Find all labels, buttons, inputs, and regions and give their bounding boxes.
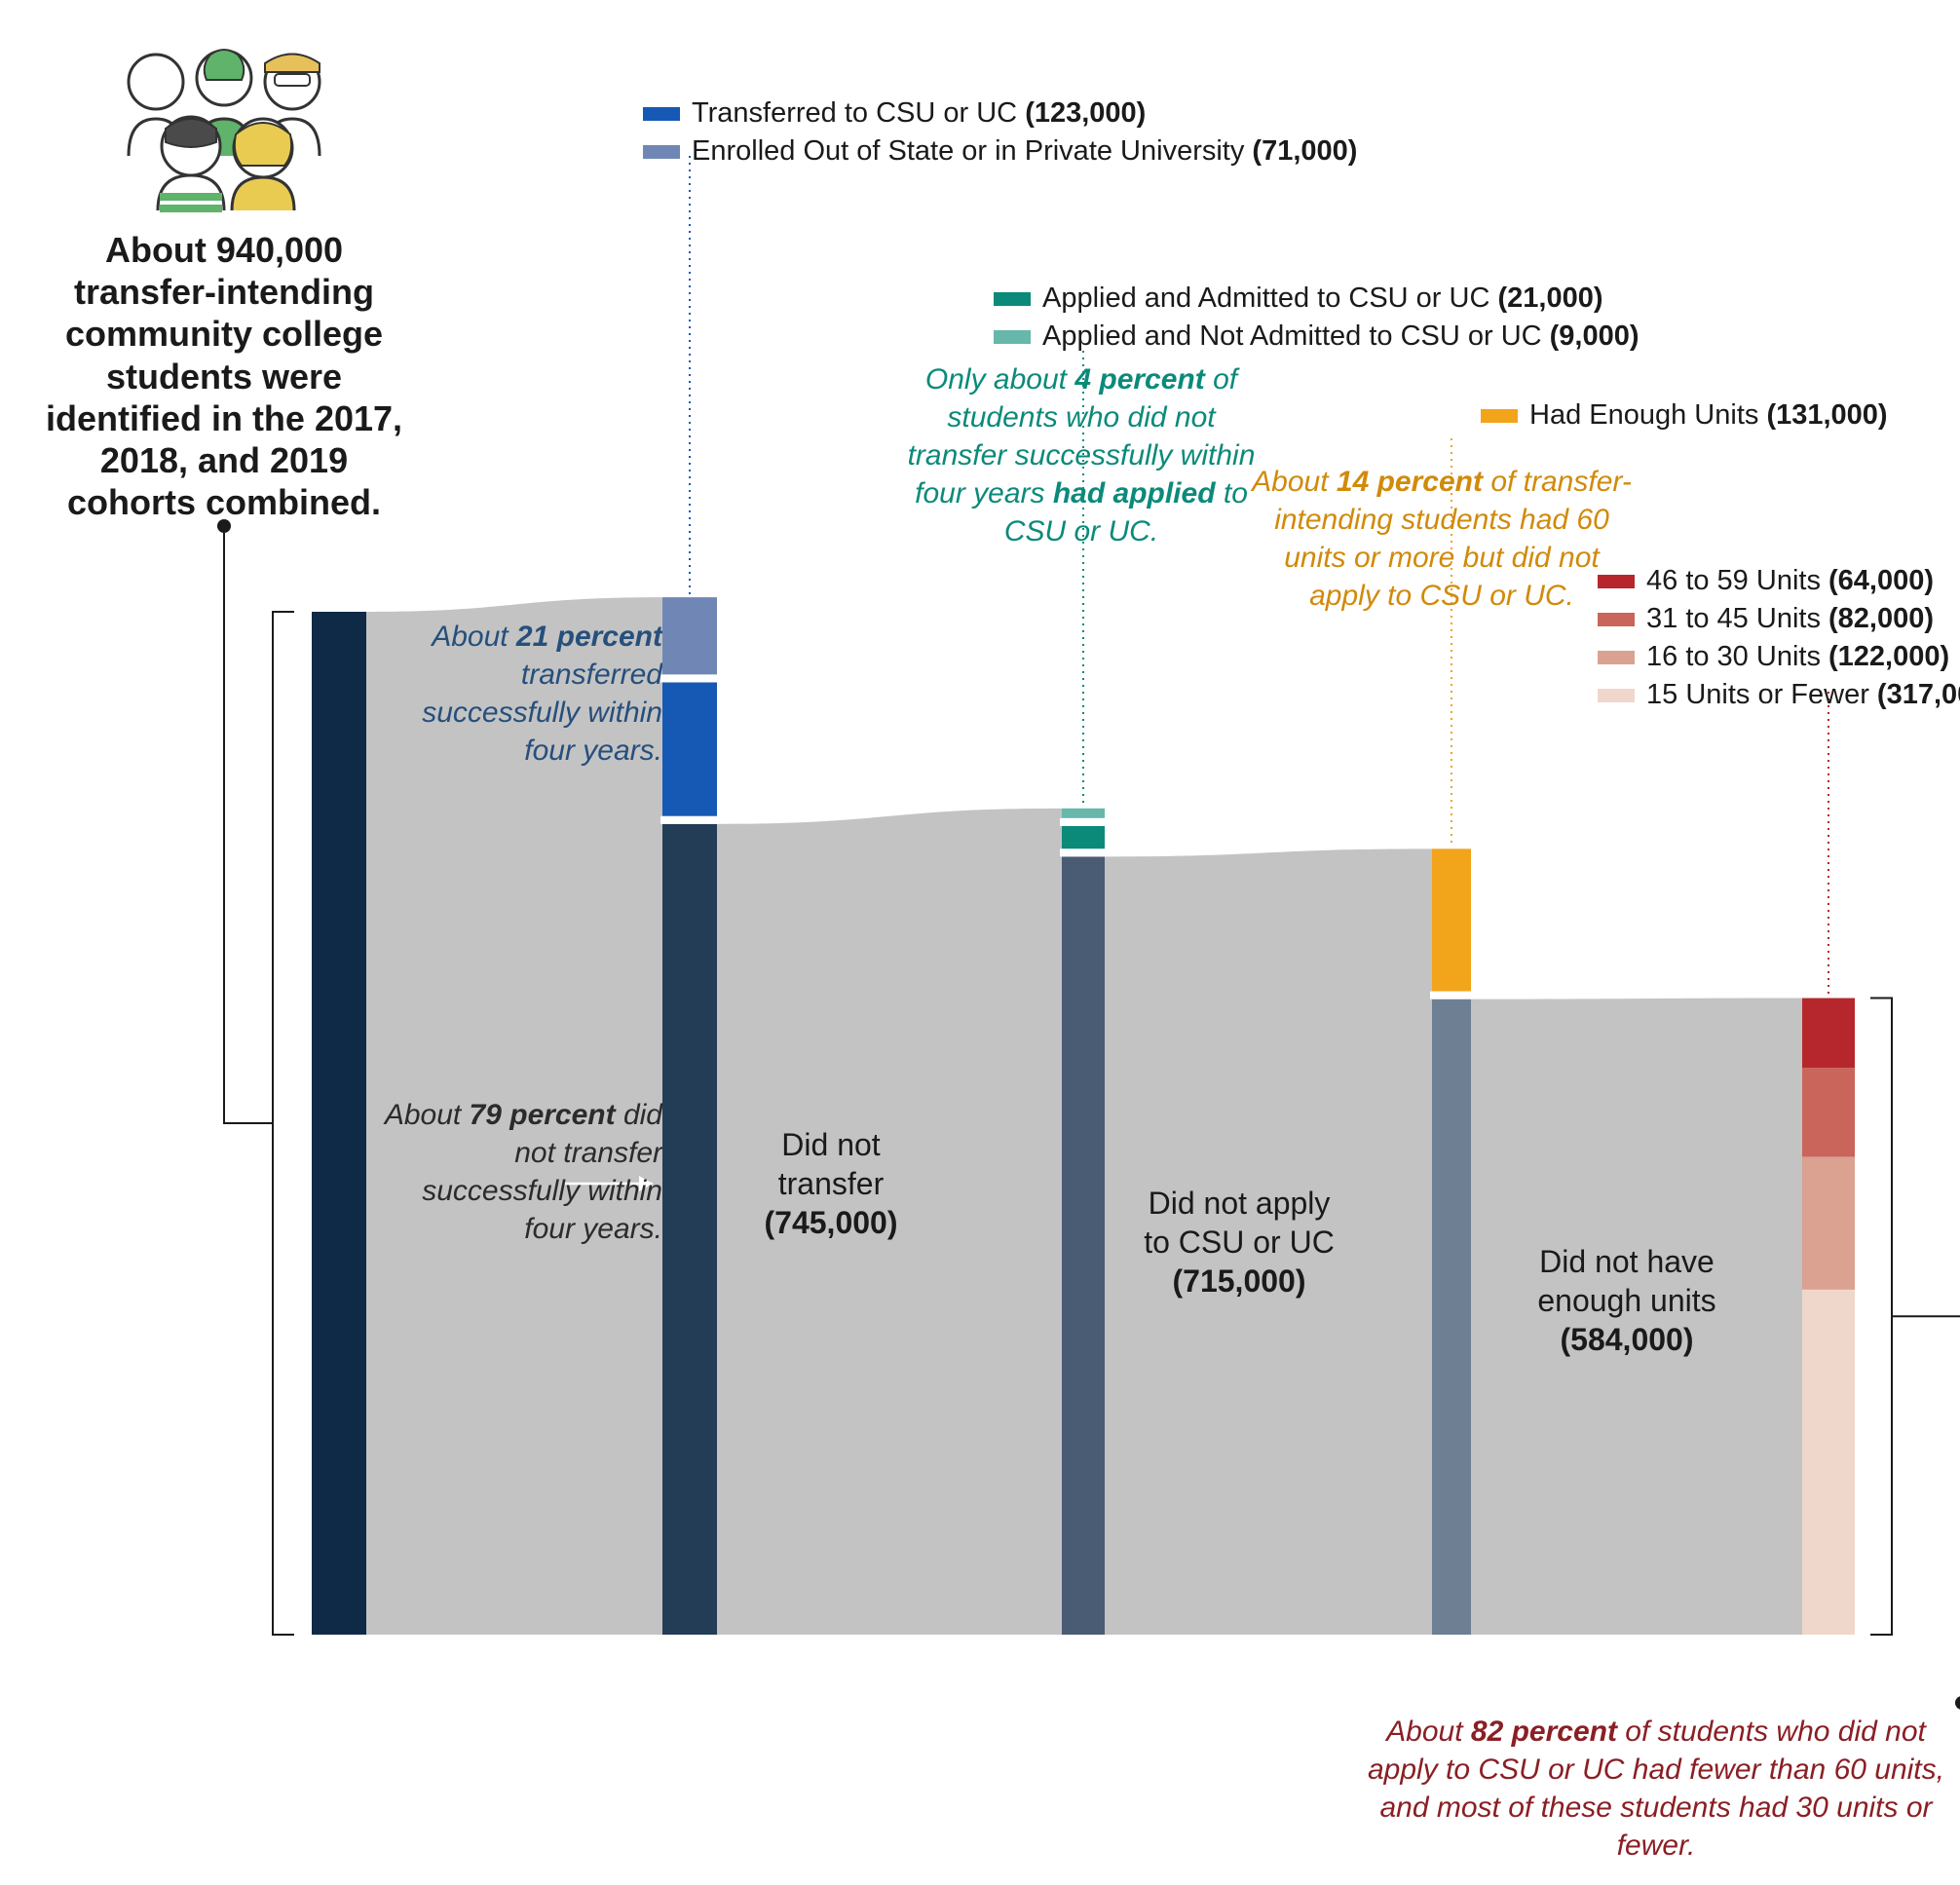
legend-transfer: Transferred to CSU or UC (123,000) Enroll… [643,97,1383,168]
legend-item: Enrolled Out of State or in Private Univ… [643,135,1383,168]
legend-label: Applied and Not Admitted to CSU or UC (9… [1042,320,1640,353]
legend-label: 46 to 59 Units (64,000) [1646,565,1934,597]
legend-units: Had Enough Units (131,000) [1481,399,1960,432]
legend-label: Had Enough Units (131,000) [1529,399,1888,432]
legend-label: Applied and Admitted to CSU or UC (21,00… [1042,283,1602,315]
legend-apply: Applied and Admitted to CSU or UC (21,00… [994,283,1734,353]
legend-swatch [1598,689,1635,702]
legend-swatch [1481,409,1518,423]
legend-item: Had Enough Units (131,000) [1481,399,1960,432]
legend-item: Applied and Admitted to CSU or UC (21,00… [994,283,1734,315]
legend-swatch [643,145,680,159]
legend-breakdown: 46 to 59 Units (64,000) 31 to 45 Units (8… [1598,565,1960,711]
flow-label: Did not applyto CSU or UC(715,000) [1093,1184,1385,1301]
annotation: Only about 4 percent of students who did… [896,360,1266,550]
annotation: About 14 percent of transfer-intending s… [1247,463,1637,615]
legend-swatch [994,292,1031,306]
legend-swatch [1598,613,1635,626]
legend-swatch [643,107,680,121]
legend-label: 15 Units or Fewer (317,000) [1646,679,1960,711]
legend-item: 16 to 30 Units (122,000) [1598,641,1960,673]
annotation: About 21 percent transferred successfull… [380,618,662,770]
sankey-svg: Did nottransfer(745,000) Did not applyto … [39,39,1960,1885]
legend-item: 46 to 59 Units (64,000) [1598,565,1960,597]
legend-label: Transferred to CSU or UC (123,000) [692,97,1146,130]
legend-label: Enrolled Out of State or in Private Univ… [692,135,1357,168]
annotation: About 79 percent did not transfer succes… [380,1096,662,1248]
flow-label: Did nottransfer(745,000) [685,1125,977,1242]
legend-swatch [994,330,1031,344]
legend-swatch [1598,575,1635,588]
legend-label: 31 to 45 Units (82,000) [1646,603,1934,635]
legend-item: Transferred to CSU or UC (123,000) [643,97,1383,130]
legend-swatch [1598,651,1635,664]
annotation: About 82 percent of students who did not… [1364,1713,1948,1865]
legend-item: 15 Units or Fewer (317,000) [1598,679,1960,711]
legend-item: 31 to 45 Units (82,000) [1598,603,1960,635]
flow-label: Did not haveenough units(584,000) [1481,1242,1773,1359]
legend-label: 16 to 30 Units (122,000) [1646,641,1949,673]
legend-item: Applied and Not Admitted to CSU or UC (9… [994,320,1734,353]
